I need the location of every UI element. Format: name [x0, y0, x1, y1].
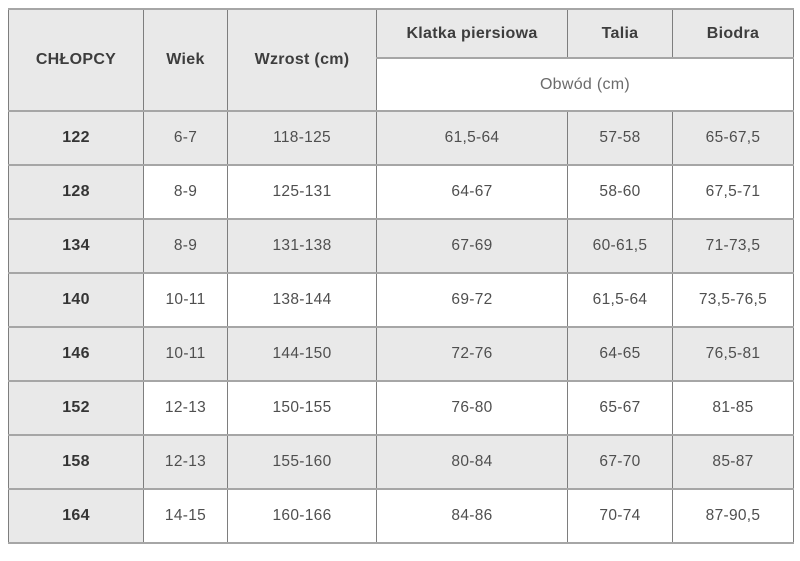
height-cell: 131-138	[227, 218, 377, 274]
age-cell: 10-11	[143, 272, 228, 328]
hips-cell: 76,5-81	[672, 326, 794, 382]
header-age: Wiek	[143, 8, 228, 112]
waist-cell: 58-60	[567, 164, 673, 220]
waist-cell: 65-67	[567, 380, 673, 436]
header-waist: Talia	[567, 8, 673, 59]
table-row: 128 8-9 125-131 64-67 58-60 67,5-71	[8, 164, 794, 220]
table-row: 158 12-13 155-160 80-84 67-70 85-87	[8, 434, 794, 490]
height-cell: 118-125	[227, 110, 377, 166]
size-cell: 122	[8, 110, 144, 166]
hips-cell: 87-90,5	[672, 488, 794, 544]
table-row: 146 10-11 144-150 72-76 64-65 76,5-81	[8, 326, 794, 382]
age-cell: 12-13	[143, 434, 228, 490]
size-cell: 134	[8, 218, 144, 274]
waist-cell: 64-65	[567, 326, 673, 382]
height-cell: 150-155	[227, 380, 377, 436]
header-group-boys: CHŁOPCY	[8, 8, 144, 112]
chest-cell: 61,5-64	[376, 110, 568, 166]
hips-cell: 65-67,5	[672, 110, 794, 166]
hips-cell: 71-73,5	[672, 218, 794, 274]
header-row-main: CHŁOPCY Wiek Wzrost (cm) Klatka piersiow…	[8, 8, 794, 112]
table-row: 122 6-7 118-125 61,5-64 57-58 65-67,5	[8, 110, 794, 166]
chest-cell: 72-76	[376, 326, 568, 382]
age-cell: 8-9	[143, 218, 228, 274]
chest-cell: 80-84	[376, 434, 568, 490]
chest-cell: 84-86	[376, 488, 568, 544]
waist-cell: 67-70	[567, 434, 673, 490]
chest-cell: 67-69	[376, 218, 568, 274]
header-circumference: Obwód (cm)	[376, 57, 794, 112]
chest-cell: 76-80	[376, 380, 568, 436]
age-cell: 8-9	[143, 164, 228, 220]
chest-cell: 64-67	[376, 164, 568, 220]
age-cell: 6-7	[143, 110, 228, 166]
height-cell: 125-131	[227, 164, 377, 220]
size-cell: 164	[8, 488, 144, 544]
header-hips: Biodra	[672, 8, 794, 59]
age-cell: 10-11	[143, 326, 228, 382]
height-cell: 155-160	[227, 434, 377, 490]
size-cell: 158	[8, 434, 144, 490]
height-cell: 144-150	[227, 326, 377, 382]
waist-cell: 70-74	[567, 488, 673, 544]
size-cell: 146	[8, 326, 144, 382]
header-chest: Klatka piersiowa	[376, 8, 568, 59]
size-cell: 152	[8, 380, 144, 436]
hips-cell: 81-85	[672, 380, 794, 436]
height-cell: 138-144	[227, 272, 377, 328]
waist-cell: 57-58	[567, 110, 673, 166]
hips-cell: 85-87	[672, 434, 794, 490]
chest-cell: 69-72	[376, 272, 568, 328]
table-row: 140 10-11 138-144 69-72 61,5-64 73,5-76,…	[8, 272, 794, 328]
table-row: 152 12-13 150-155 76-80 65-67 81-85	[8, 380, 794, 436]
hips-cell: 67,5-71	[672, 164, 794, 220]
waist-cell: 60-61,5	[567, 218, 673, 274]
age-cell: 14-15	[143, 488, 228, 544]
hips-cell: 73,5-76,5	[672, 272, 794, 328]
header-height: Wzrost (cm)	[227, 8, 377, 112]
boys-size-chart-table: CHŁOPCY Wiek Wzrost (cm) Klatka piersiow…	[8, 8, 794, 544]
table-row: 164 14-15 160-166 84-86 70-74 87-90,5	[8, 488, 794, 544]
table-row: 134 8-9 131-138 67-69 60-61,5 71-73,5	[8, 218, 794, 274]
size-cell: 140	[8, 272, 144, 328]
age-cell: 12-13	[143, 380, 228, 436]
height-cell: 160-166	[227, 488, 377, 544]
waist-cell: 61,5-64	[567, 272, 673, 328]
size-cell: 128	[8, 164, 144, 220]
header-row-circumference: Obwód (cm)	[9, 57, 794, 112]
